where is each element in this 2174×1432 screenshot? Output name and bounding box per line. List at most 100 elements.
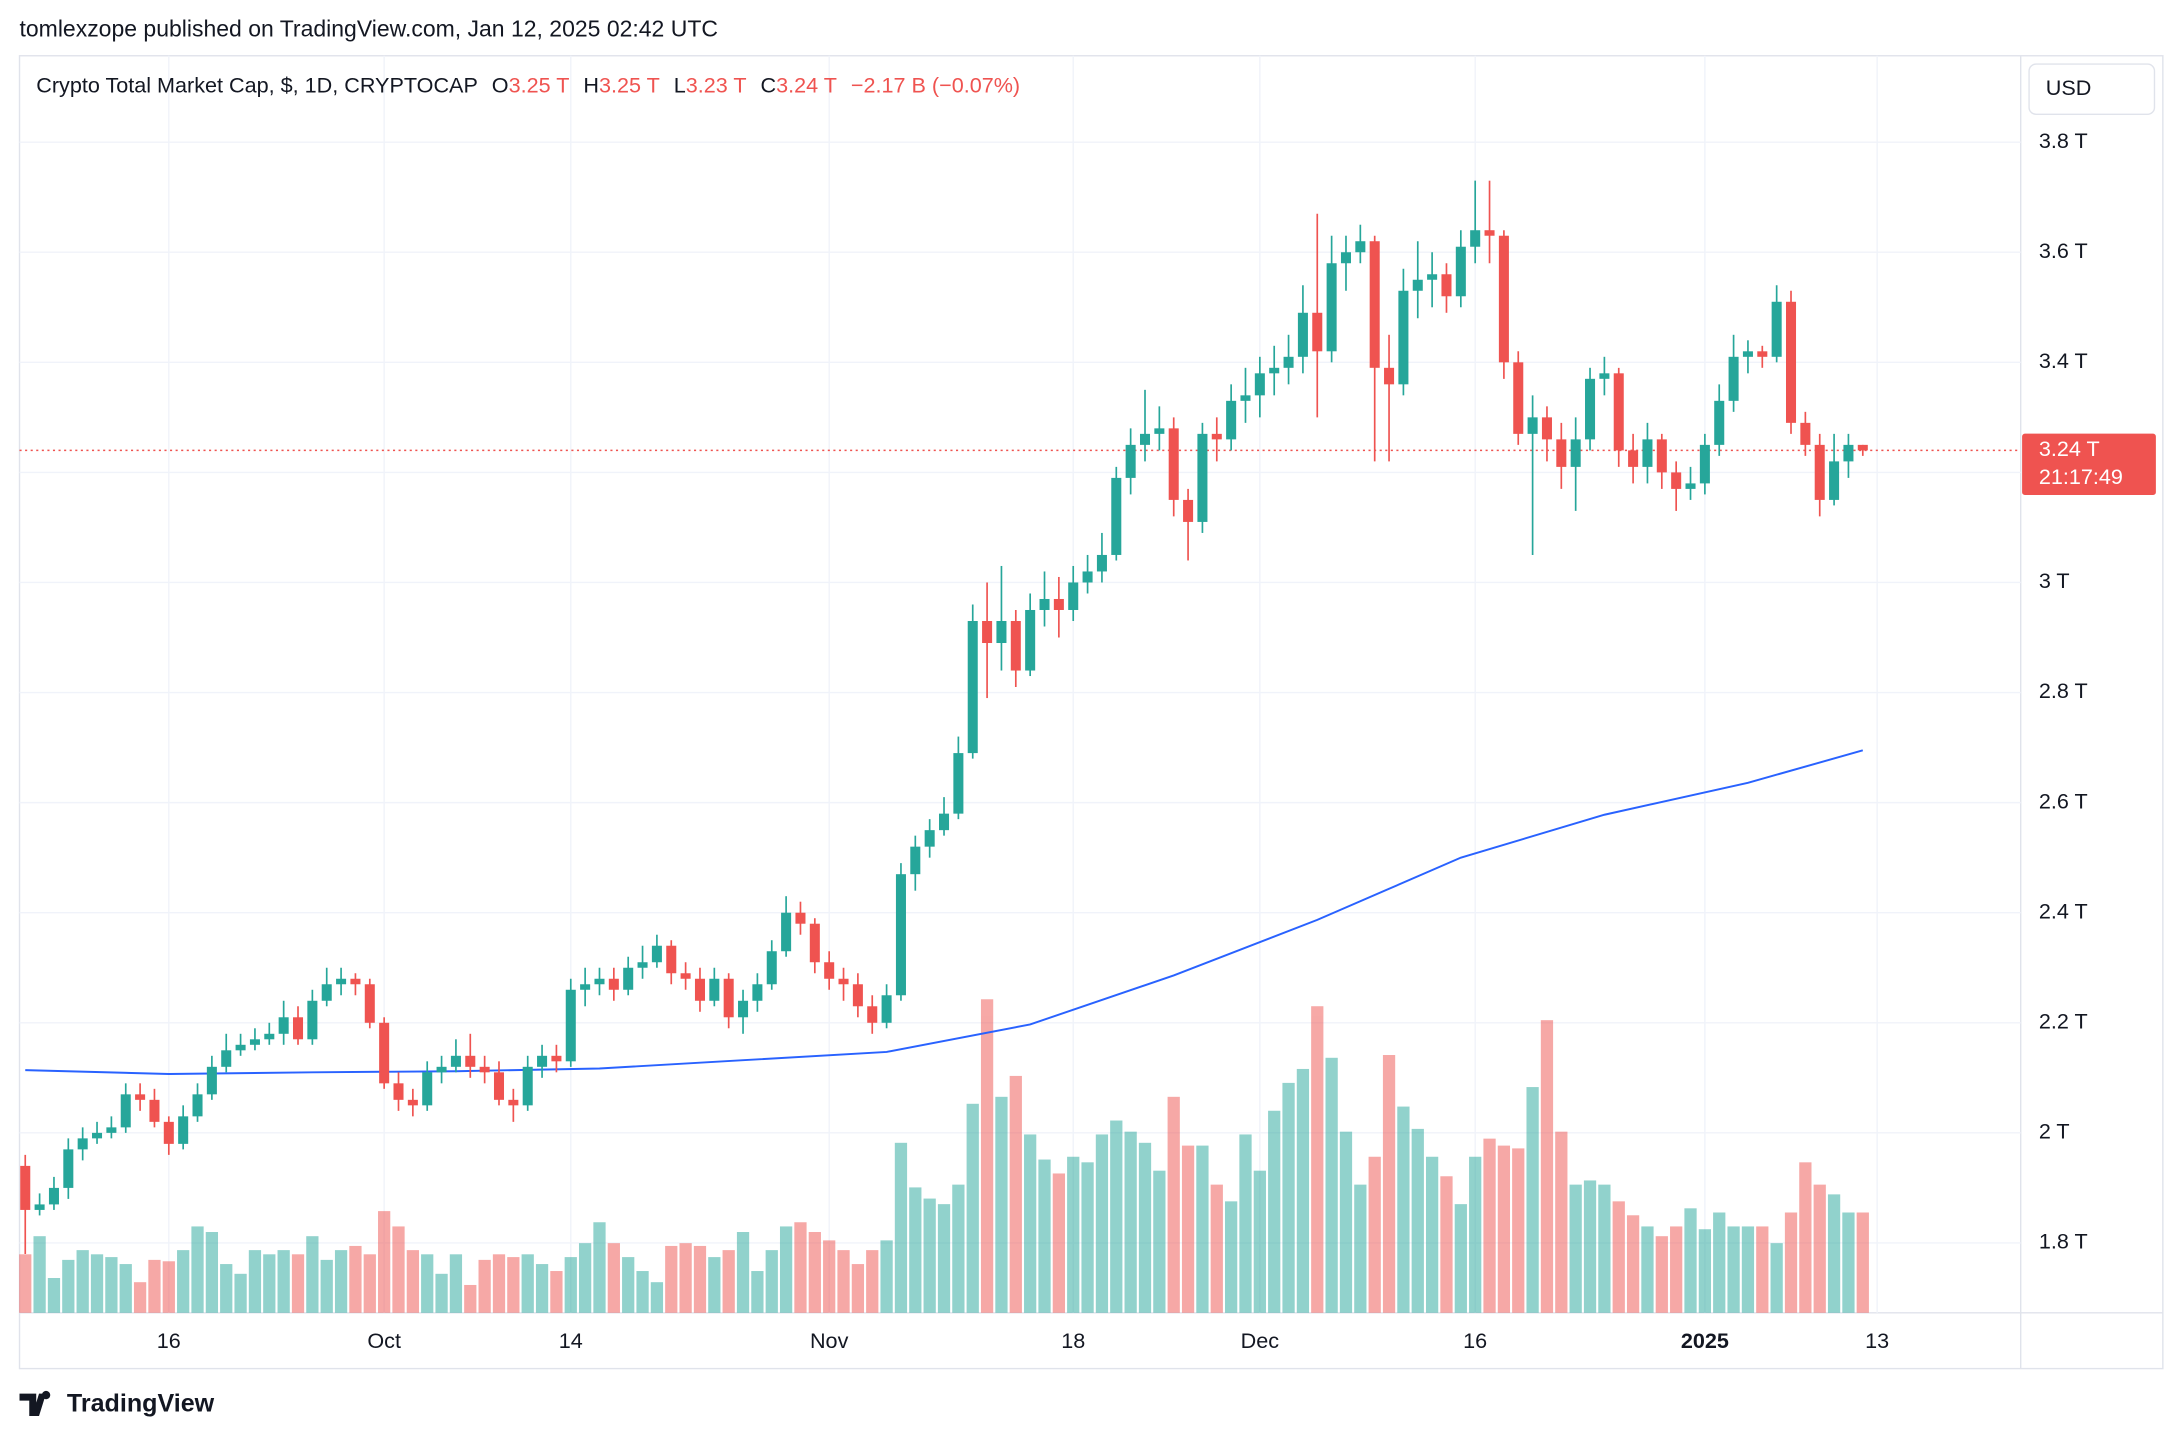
volume-bar [492, 1254, 506, 1313]
candle-body [738, 1000, 749, 1018]
candle-body [178, 1116, 189, 1144]
candle-body [623, 967, 634, 990]
currency-box[interactable] [2028, 63, 2156, 115]
volume-bar [19, 1254, 32, 1313]
candle-body [1599, 373, 1610, 379]
candle-body [336, 978, 347, 985]
volume-bar [1210, 1184, 1223, 1313]
volume-bar [1411, 1128, 1424, 1313]
volume-bar [1024, 1134, 1037, 1313]
countdown: 21:17:49 [2039, 464, 2123, 489]
volume-bar [679, 1243, 692, 1313]
volume-bar [1698, 1229, 1712, 1313]
x-tick-label: 2025 [1681, 1328, 1729, 1353]
candle-body [709, 978, 720, 1001]
candle-body [307, 1000, 318, 1040]
volume-bar [1555, 1131, 1568, 1313]
volume-bar [105, 1257, 118, 1313]
volume-bar [220, 1264, 233, 1313]
volume-bar [1641, 1226, 1654, 1313]
candle-body [465, 1055, 476, 1067]
candle-body [838, 978, 849, 985]
candle-body [1585, 378, 1596, 440]
y-tick-label: 3.6 T [2039, 238, 2088, 263]
candle-body [508, 1099, 519, 1106]
legend-value: 3.23 T [686, 72, 747, 97]
volume-bar [1325, 1057, 1338, 1313]
volume-bar [1827, 1194, 1841, 1313]
currency[interactable]: USD [2046, 75, 2092, 100]
volume-bar [1713, 1212, 1726, 1313]
candle-body [1541, 417, 1552, 440]
candle-body [1685, 483, 1696, 489]
volume-bar [995, 1096, 1008, 1313]
volume-bar [507, 1257, 520, 1313]
volume-bar [263, 1254, 276, 1313]
volume-bar [1110, 1120, 1123, 1313]
candle-body [1455, 246, 1466, 297]
volume-bar [90, 1254, 104, 1313]
volume-bar [866, 1250, 879, 1313]
candle-body [1527, 417, 1538, 434]
candle-body [1168, 428, 1179, 500]
candle-body [1226, 400, 1237, 440]
volume-bar [1440, 1176, 1453, 1313]
candle-body [1053, 598, 1064, 610]
volume-bar [1612, 1201, 1625, 1313]
candle-body [1470, 230, 1481, 247]
legend-key: C [761, 72, 777, 97]
candle-body [1211, 433, 1222, 440]
volume-bar [909, 1187, 922, 1313]
volume-bar [535, 1264, 549, 1313]
candle-body [565, 989, 576, 1062]
volume-bar [1124, 1131, 1137, 1313]
volume-bar [277, 1250, 290, 1313]
legend-value: 3.25 T [599, 72, 660, 97]
candle-body [407, 1099, 418, 1106]
x-tick-label: Nov [810, 1328, 849, 1353]
legend-value: 3.24 T [776, 72, 837, 97]
volume-bar [1138, 1142, 1152, 1313]
volume-bar [1813, 1184, 1826, 1313]
candle-body [1111, 477, 1122, 555]
volume-bar [1382, 1055, 1396, 1313]
volume-bar [1670, 1226, 1683, 1313]
y-tick-label: 2.2 T [2039, 1008, 2088, 1033]
volume-bar [1354, 1184, 1367, 1313]
candle-body [867, 1006, 878, 1023]
frame [18, 55, 2164, 1370]
volume-bar [521, 1254, 534, 1313]
candle-body [694, 978, 705, 1001]
volume-bar [593, 1222, 606, 1313]
volume-bar [47, 1277, 61, 1313]
candle-body [278, 1017, 289, 1034]
legend-key: L [674, 72, 686, 97]
candle-body [163, 1121, 174, 1144]
volume-bar [1526, 1087, 1539, 1313]
volume-bar [320, 1259, 333, 1313]
x-tick-label: Oct [367, 1328, 401, 1353]
x-tick-label: Dec [1241, 1328, 1280, 1353]
candle-body [1829, 461, 1840, 500]
volume-bar [966, 1103, 979, 1313]
volume-bar [1067, 1156, 1080, 1313]
y-tick-label: 2.4 T [2039, 898, 2088, 923]
volume-bar [62, 1259, 75, 1313]
candle-body [551, 1055, 562, 1062]
volume-bar [794, 1222, 807, 1313]
volume-bar [1483, 1138, 1496, 1313]
volume-bar [1181, 1145, 1195, 1313]
volume-bar [1741, 1226, 1755, 1313]
candle-body [1312, 312, 1323, 352]
candle-body [34, 1204, 45, 1210]
volume-bar [148, 1259, 161, 1313]
candle-body [1340, 252, 1352, 264]
candle-body [422, 1072, 433, 1106]
candle-body [206, 1066, 217, 1095]
candle-body [953, 753, 964, 814]
volume-bar [435, 1273, 448, 1313]
volume-bar [205, 1232, 219, 1313]
volume-bar [622, 1257, 635, 1313]
candle-body [221, 1050, 232, 1067]
candle-body [1297, 312, 1308, 357]
